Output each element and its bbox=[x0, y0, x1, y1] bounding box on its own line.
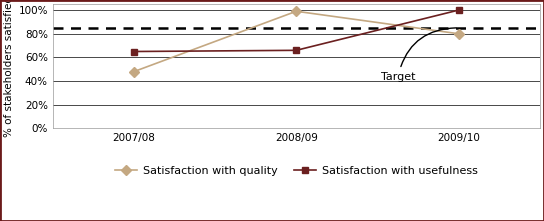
Legend: Satisfaction with quality, Satisfaction with usefulness: Satisfaction with quality, Satisfaction … bbox=[110, 161, 482, 180]
Text: Target: Target bbox=[381, 28, 456, 82]
Satisfaction with quality bbox=[455, 32, 462, 35]
Satisfaction with quality bbox=[293, 10, 300, 13]
Line: Satisfaction with usefulness: Satisfaction with usefulness bbox=[131, 7, 462, 55]
Satisfaction with usefulness bbox=[131, 50, 137, 53]
Satisfaction with usefulness bbox=[455, 9, 462, 11]
Y-axis label: % of stakeholders satisfied: % of stakeholders satisfied bbox=[4, 0, 14, 137]
Satisfaction with quality bbox=[131, 70, 137, 73]
Satisfaction with usefulness bbox=[293, 49, 300, 52]
Line: Satisfaction with quality: Satisfaction with quality bbox=[131, 8, 462, 75]
